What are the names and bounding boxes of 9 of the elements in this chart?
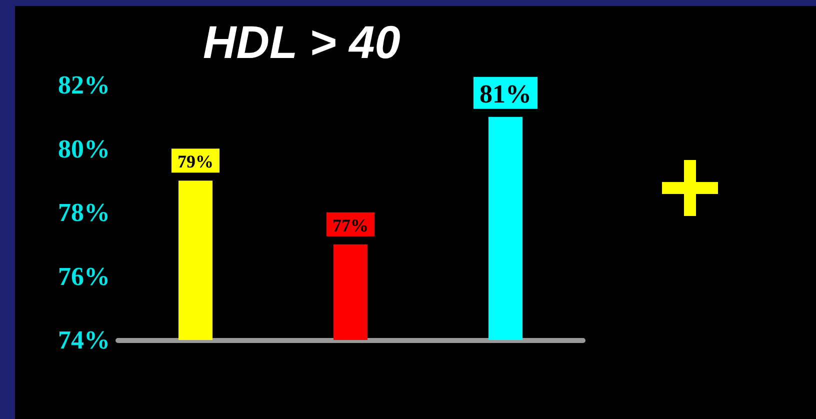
y-tick-label: 78%	[58, 198, 110, 227]
y-tick-label: 76%	[58, 262, 110, 291]
data-label: 81%	[480, 79, 532, 108]
y-tick-label: 80%	[58, 134, 110, 164]
y-tick-label: 74%	[58, 326, 110, 354]
data-label: 79%	[178, 152, 214, 172]
chart-title: HDL > 40	[203, 16, 401, 68]
data-label: 77%	[332, 215, 368, 236]
y-tick-label: 82%	[58, 70, 110, 100]
